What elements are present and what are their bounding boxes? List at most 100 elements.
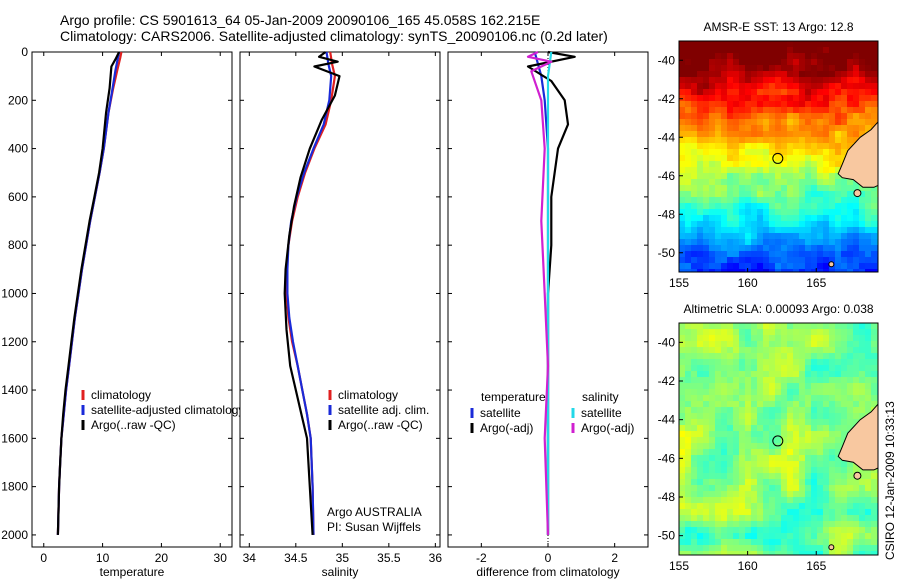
map-grid-cell [769, 71, 776, 78]
map-grid-cell [715, 53, 722, 60]
map-grid-cell [817, 209, 824, 216]
map-grid-cell [865, 515, 872, 522]
map-grid-cell [823, 101, 830, 108]
map-grid-cell [733, 365, 740, 372]
map-grid-cell [727, 425, 734, 432]
map-grid-cell [769, 533, 776, 540]
map-grid-cell [811, 221, 818, 228]
map-grid-cell [751, 101, 758, 108]
y-tick-label: 400 [8, 142, 28, 156]
map-grid-cell [685, 431, 692, 438]
map-grid-cell [703, 83, 710, 90]
map-grid-cell [757, 455, 764, 462]
map-grid-cell [745, 449, 752, 456]
map-grid-cell [865, 407, 872, 414]
map-grid-cell [829, 401, 836, 408]
map-grid-cell [811, 545, 818, 552]
map-grid-cell [691, 47, 698, 54]
map-grid-cell [865, 395, 872, 402]
map-grid-cell [733, 89, 740, 96]
map-grid-cell [757, 413, 764, 420]
map-grid-cell [697, 119, 704, 126]
map-grid-cell [757, 425, 764, 432]
map-grid-cell [871, 59, 878, 66]
map-grid-cell [763, 41, 770, 48]
map-grid-cell [781, 107, 788, 114]
map-grid-cell [721, 359, 728, 366]
map-grid-cell [805, 65, 812, 72]
map-grid-cell [739, 389, 746, 396]
map-grid-cell [751, 83, 758, 90]
map-grid-cell [829, 521, 836, 528]
map-grid-cell [775, 197, 782, 204]
map-grid-cell [721, 545, 728, 552]
map-grid-cell [745, 395, 752, 402]
map-grid-cell [793, 95, 800, 102]
map-grid-cell [715, 185, 722, 192]
map-grid-cell [685, 479, 692, 486]
map-grid-cell [709, 89, 716, 96]
map-grid-cell [787, 341, 794, 348]
map-grid-cell [817, 365, 824, 372]
map-grid-cell [697, 143, 704, 150]
map-grid-cell [691, 227, 698, 234]
map-grid-cell [793, 527, 800, 534]
map-grid-cell [781, 461, 788, 468]
map-grid-cell [859, 107, 866, 114]
map-grid-cell [745, 209, 752, 216]
x-tick-label: 34 [243, 551, 257, 565]
map-grid-cell [871, 359, 878, 366]
land-stewart-island [853, 471, 862, 480]
map-grid-cell [835, 515, 842, 522]
map-grid-cell [703, 149, 710, 156]
map-grid-cell [859, 467, 866, 474]
map-grid-cell [745, 545, 752, 552]
map-grid-cell [817, 533, 824, 540]
map-grid-cell [871, 353, 878, 360]
map-grid-cell [715, 191, 722, 198]
map-grid-cell [811, 209, 818, 216]
map-grid-cell [685, 455, 692, 462]
map-grid-cell [835, 203, 842, 210]
map-y-tick-label: -50 [658, 246, 676, 260]
map-grid-cell [727, 371, 734, 378]
map-grid-cell [865, 65, 872, 72]
map-grid-cell [793, 425, 800, 432]
map-grid-cell [763, 365, 770, 372]
map-grid-cell [853, 83, 860, 90]
map-grid-cell [709, 149, 716, 156]
map-grid-cell [865, 365, 872, 372]
map-grid-cell [745, 191, 752, 198]
map-grid-cell [835, 359, 842, 366]
map-grid-cell [679, 185, 686, 192]
map-grid-cell [823, 521, 830, 528]
map-grid-cell [721, 419, 728, 426]
map-grid-cell [841, 89, 848, 96]
map-grid-cell [745, 155, 752, 162]
map-grid-cell [823, 161, 830, 168]
map-grid-cell [793, 167, 800, 174]
map-grid-cell [715, 161, 722, 168]
map-grid-cell [829, 347, 836, 354]
map-grid-cell [721, 83, 728, 90]
map-grid-cell [769, 179, 776, 186]
map-grid-cell [745, 107, 752, 114]
map-grid-cell [745, 179, 752, 186]
map-grid-cell [853, 533, 860, 540]
map-grid-cell [847, 107, 854, 114]
map-grid-cell [763, 149, 770, 156]
map-grid-cell [871, 521, 878, 528]
map-grid-cell [769, 251, 776, 258]
map-grid-cell [691, 329, 698, 336]
map-grid-cell [781, 515, 788, 522]
map-grid-cell [793, 545, 800, 552]
map-grid-cell [799, 89, 806, 96]
map-grid-cell [691, 539, 698, 546]
map-grid-cell [691, 143, 698, 150]
map-grid-cell [817, 419, 824, 426]
map-grid-cell [715, 227, 722, 234]
map-grid-cell [745, 551, 752, 556]
map-grid-cell [841, 185, 848, 192]
map-grid-cell [859, 71, 866, 78]
map-grid-cell [787, 215, 794, 222]
